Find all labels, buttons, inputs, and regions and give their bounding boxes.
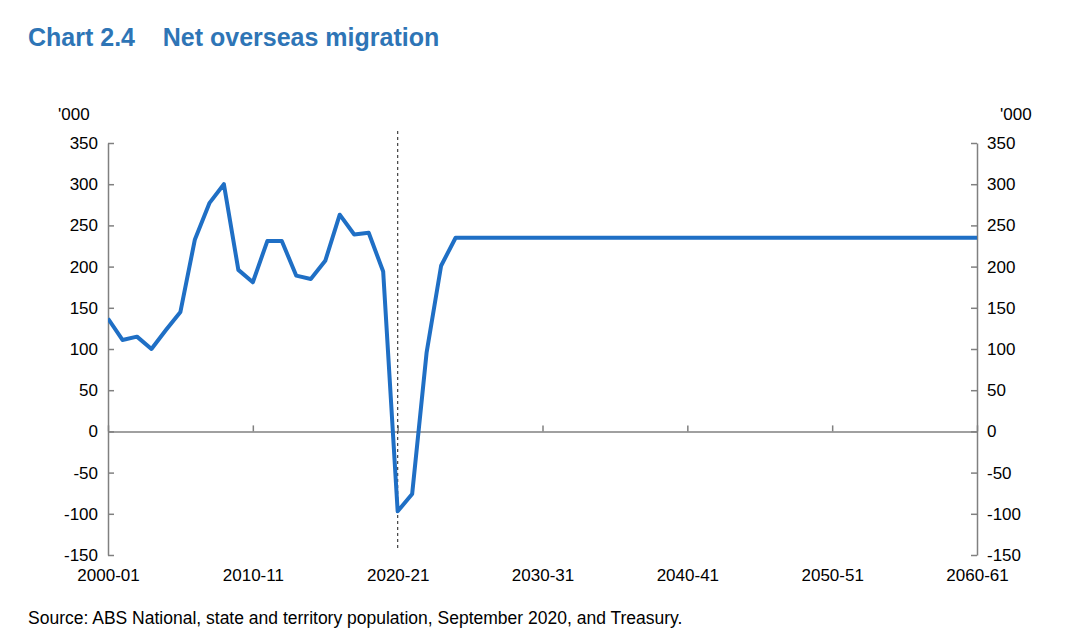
y-tick: -100: [64, 505, 114, 524]
y-tick: 50: [971, 381, 1006, 400]
x-tick-mark: [832, 425, 834, 431]
x-tick-mark: [253, 425, 255, 431]
y-tick-mark: [108, 390, 114, 392]
y-tick-label: 50: [79, 381, 98, 400]
y-tick-label: 350: [70, 134, 98, 153]
y-tick: 100: [971, 340, 1015, 359]
series-line: [108, 184, 977, 511]
x-tick-mark: [108, 425, 110, 431]
x-tick: 2060-61: [946, 425, 1008, 585]
x-tick-label: 2040-41: [657, 566, 719, 585]
y-tick-mark: [108, 349, 114, 351]
y-tick-mark: [971, 184, 977, 186]
y-tick-mark: [108, 184, 114, 186]
source: Source: ABS National, state and territor…: [28, 608, 682, 628]
y-tick: -100: [971, 505, 1021, 524]
y-tick: -150: [64, 546, 114, 565]
y-tick-label: -100: [987, 505, 1021, 524]
y-tick-label: 0: [987, 422, 996, 441]
y-tick-mark: [108, 472, 114, 474]
y-tick-mark: [108, 514, 114, 516]
y-tick: 250: [971, 216, 1015, 235]
x-tick: 2040-41: [657, 425, 719, 585]
y-tick-mark: [971, 514, 977, 516]
y-tick-mark: [108, 143, 114, 145]
y-tick: 150: [971, 299, 1015, 318]
y-tick: -50: [971, 464, 1012, 483]
y-unit-label: '000: [58, 105, 90, 124]
y-tick-mark: [971, 225, 977, 227]
y-tick-mark: [971, 266, 977, 268]
y-tick: 200: [971, 258, 1015, 277]
x-tick: 2050-51: [801, 425, 863, 585]
y-tick-mark: [971, 555, 977, 557]
y-tick-label: 250: [987, 216, 1015, 235]
y-tick-label: -50: [987, 464, 1012, 483]
x-tick-mark: [687, 425, 689, 431]
y-tick-label: -150: [987, 546, 1021, 565]
y-tick-label: 150: [70, 299, 98, 318]
y-tick-label: 300: [987, 175, 1015, 194]
y-tick: 300: [70, 175, 114, 194]
x-tick-label: 2030-31: [512, 566, 574, 585]
y-tick-mark: [108, 555, 114, 557]
x-tick-label: 2000-01: [77, 566, 139, 585]
y-tick: 350: [971, 134, 1015, 153]
y-tick-label: 300: [70, 175, 98, 194]
y-tick-label: -150: [64, 546, 98, 565]
y-tick: -150: [971, 546, 1021, 565]
x-tick-mark: [977, 425, 979, 431]
y-tick-mark: [971, 472, 977, 474]
y-unit-label: '000: [1000, 105, 1032, 124]
x-tick: 2010-11: [223, 425, 284, 585]
y-tick: 100: [70, 340, 114, 359]
y-tick-label: 250: [70, 216, 98, 235]
x-tick-label: 2010-11: [223, 566, 284, 585]
plot-area: [108, 184, 977, 511]
x-tick-label: 2050-51: [801, 566, 863, 585]
y-tick-label: 200: [987, 258, 1015, 277]
y-tick-label: 150: [987, 299, 1015, 318]
y-tick: 250: [70, 216, 114, 235]
y-tick-mark: [971, 308, 977, 310]
y-tick-label: -50: [73, 464, 98, 483]
y-tick-label: -100: [64, 505, 98, 524]
y-tick: 200: [70, 258, 114, 277]
y-tick-mark: [971, 390, 977, 392]
y-tick: 50: [79, 381, 114, 400]
y-tick-label: 100: [987, 340, 1015, 359]
y-tick: 300: [971, 175, 1015, 194]
y-tick: 150: [70, 299, 114, 318]
y-axis-right: -150 -100 -50 0 50 100 150 200 250 300 350: [971, 134, 1021, 565]
x-tick: 2000-01: [77, 425, 139, 585]
x-axis: 2000-01 2010-11 2020-21 2030-31 2040-41 2050-…: [77, 425, 1008, 585]
chart: Chart 2.4 Net overseas migration -150 -100…: [0, 0, 1066, 638]
x-tick-label: 2060-61: [946, 566, 1008, 585]
y-tick-mark: [971, 349, 977, 351]
title: Chart 2.4 Net overseas migration: [28, 23, 439, 51]
y-tick-mark: [108, 225, 114, 227]
y-tick: -50: [73, 464, 114, 483]
y-tick-mark: [108, 266, 114, 268]
y-tick-label: 0: [89, 422, 98, 441]
y-tick-label: 200: [70, 258, 98, 277]
y-tick-label: 350: [987, 134, 1015, 153]
x-tick-label: 2020-21: [367, 566, 429, 585]
y-tick: 350: [70, 134, 114, 153]
y-tick-label: 50: [987, 381, 1006, 400]
y-tick-mark: [108, 308, 114, 310]
x-tick-mark: [542, 425, 544, 431]
x-tick: 2030-31: [512, 425, 574, 585]
y-axis-left: -150 -100 -50 0 50 100 150 200 250 300 350: [64, 134, 114, 565]
y-tick-label: 100: [70, 340, 98, 359]
y-tick-mark: [971, 143, 977, 145]
